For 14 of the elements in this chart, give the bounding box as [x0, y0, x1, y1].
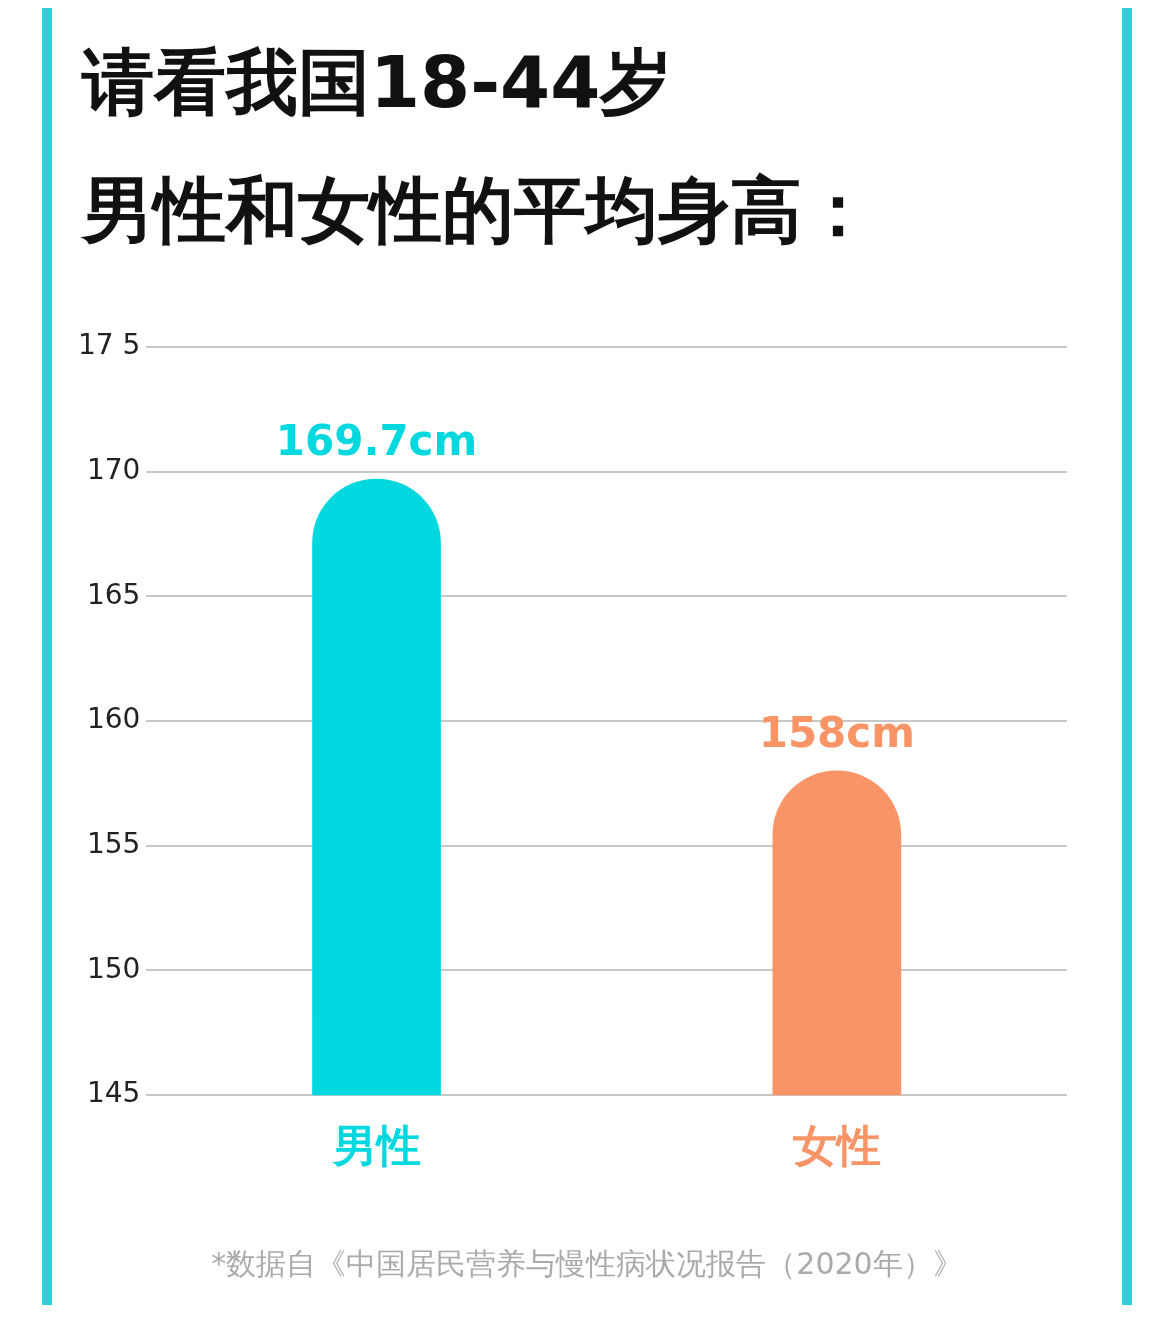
data-label: 169.7cm — [275, 415, 478, 465]
x-tick-label: 女性 — [792, 1120, 881, 1172]
y-tick-label: 170 — [86, 452, 141, 486]
x-tick-label: 男性 — [330, 1120, 421, 1172]
y-tick-label: 145 — [86, 1076, 141, 1110]
chart-title: 请看我国18-44岁 — [80, 39, 674, 126]
data-label: 158cm — [758, 707, 916, 757]
y-tick-label: 160 — [86, 702, 141, 736]
y-tick-label: 150 — [86, 951, 141, 985]
chart-subtitle: 男性和女性的平均身高： — [80, 167, 875, 254]
y-tick-label: 155 — [86, 827, 141, 861]
text: *数据自《中国居民营养与慢性病状况报告（2020年）》 — [210, 1245, 964, 1283]
y-tick-label: 17 5 — [78, 328, 141, 362]
y-tick-label: 165 — [86, 577, 141, 611]
